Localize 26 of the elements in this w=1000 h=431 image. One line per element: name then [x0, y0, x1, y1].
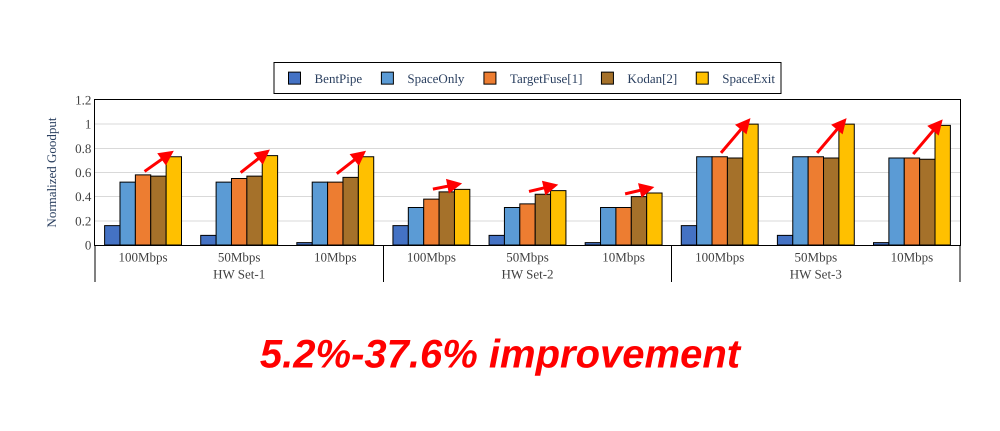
x-tick-label: 10Mbps — [314, 250, 357, 265]
legend-label: SpaceExit — [722, 71, 776, 86]
y-tick-label: 0 — [84, 238, 92, 253]
x-tick-label: 50Mbps — [794, 250, 838, 265]
text: HW Set-1 — [213, 266, 266, 282]
x-tick-label: 100Mbps — [695, 250, 744, 265]
y-tick-label: 0.6 — [75, 165, 92, 180]
y-tick-label: 0.8 — [75, 140, 92, 156]
legend-label: BentPipe — [314, 71, 362, 86]
x-tick-label: 10Mbps — [602, 250, 645, 265]
x-tick-label: 50Mbps — [506, 250, 549, 265]
text: HW Set-2 — [501, 266, 554, 282]
x-tick-label: 100Mbps — [406, 250, 456, 265]
y-tick-label: 1 — [84, 116, 92, 132]
x-tick-label: 10Mbps — [890, 250, 934, 265]
text: HW Set-3 — [790, 266, 842, 282]
y-tick-label: 0.4 — [75, 189, 92, 204]
legend-label: SpaceOnly — [407, 71, 465, 86]
y-tick-label: 1.2 — [75, 92, 92, 108]
y-tick-label: 0.2 — [75, 213, 92, 228]
legend-label: TargetFuse[1] — [510, 71, 582, 86]
legend-label: Kodan[2] — [627, 71, 678, 86]
text: 5.2%-37.6% improvement — [260, 332, 742, 376]
x-tick-label: 100Mbps — [118, 250, 168, 265]
y-axis-title: Normalized Goodput — [44, 117, 60, 228]
x-tick-label: 50Mbps — [218, 250, 260, 265]
